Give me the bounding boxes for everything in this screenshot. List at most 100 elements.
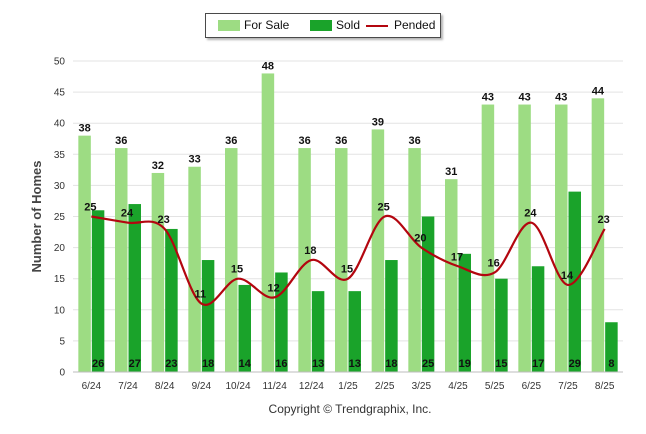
bar-for-sale [298,148,311,372]
bar-for-sale [335,148,348,372]
data-label-for-sale: 36 [225,135,237,147]
bar-sold [275,272,288,372]
data-label-sold: 14 [239,358,252,370]
data-label-sold: 23 [165,358,177,370]
bar-for-sale [518,104,531,372]
x-tick-label: 7/25 [558,381,578,392]
x-tick-label: 6/24 [82,381,102,392]
data-label-for-sale: 38 [78,123,90,135]
bar-for-sale [225,148,238,372]
x-tick-label: 6/25 [522,381,542,392]
data-label-pended: 12 [268,282,280,294]
data-label-pended: 23 [158,214,170,226]
data-label-sold: 27 [129,358,141,370]
x-tick-label: 12/24 [299,381,324,392]
y-tick-label: 25 [54,212,66,223]
data-label-pended: 15 [231,264,243,276]
data-label-pended: 11 [195,289,207,301]
data-label-sold: 15 [495,358,507,370]
data-label-for-sale: 48 [262,60,274,72]
data-label-for-sale: 44 [592,85,605,97]
x-tick-label: 5/25 [485,381,505,392]
data-label-sold: 13 [349,358,361,370]
data-label-for-sale: 32 [152,160,164,172]
x-tick-label: 7/24 [118,381,138,392]
x-tick-label: 2/25 [375,381,395,392]
data-label-pended: 17 [451,251,463,263]
bar-sold [238,284,251,372]
data-label-pended: 24 [524,208,537,220]
x-tick-label: 8/25 [595,381,615,392]
data-label-sold: 19 [459,358,471,370]
x-tick-label: 10/24 [225,381,250,392]
legend-swatch-pended [366,25,388,27]
bar-for-sale [78,135,91,372]
bar-for-sale [481,104,495,372]
data-label-sold: 8 [608,358,614,370]
data-label-for-sale: 36 [298,135,310,147]
chart-legend: For Sale Sold Pended [205,13,441,38]
y-tick-label: 45 [54,88,66,99]
bar-sold [201,260,215,372]
data-label-for-sale: 43 [555,92,567,104]
bar-for-sale [555,104,568,372]
data-label-sold: 25 [422,358,434,370]
x-tick-label: 1/25 [338,381,358,392]
y-tick-label: 5 [59,336,65,347]
legend-label-for-sale: For Sale [244,18,290,32]
bar-for-sale [151,172,165,372]
legend-swatch-sold [310,20,332,31]
data-label-sold: 17 [532,358,544,370]
x-tick-label: 11/24 [263,381,288,392]
x-tick-label: 4/25 [448,381,468,392]
data-label-sold: 26 [92,358,104,370]
y-tick-label: 35 [54,150,66,161]
y-tick-label: 10 [54,305,66,316]
data-label-for-sale: 39 [372,116,384,128]
bar-sold [311,291,325,372]
data-label-pended: 16 [488,257,500,269]
data-label-for-sale: 36 [408,135,420,147]
y-tick-label: 50 [54,57,66,68]
bar-sold [495,278,508,372]
data-label-pended: 14 [561,270,574,282]
data-label-pended: 15 [341,264,353,276]
data-label-sold: 13 [312,358,324,370]
y-axis-title: Number of Homes [29,161,44,273]
bar-for-sale [261,73,275,372]
data-label-pended: 20 [414,233,426,245]
bar-sold [605,322,618,372]
bar-sold [128,204,141,372]
bar-sold [165,228,178,372]
line-pended [91,214,606,306]
y-tick-label: 15 [54,274,66,285]
x-tick-label: 3/25 [412,381,432,392]
y-tick-label: 40 [54,119,66,130]
bar-for-sale [115,148,128,372]
y-tick-label: 20 [54,243,66,254]
data-label-for-sale: 31 [445,166,457,178]
data-label-for-sale: 33 [188,154,200,166]
legend-label-sold: Sold [336,18,361,32]
y-tick-label: 0 [59,368,65,379]
data-label-for-sale: 36 [335,135,347,147]
data-label-pended: 18 [304,245,316,257]
bar-for-sale [445,179,458,372]
legend-label-pended: Pended [394,18,436,32]
bar-sold [531,266,545,372]
data-label-sold: 18 [202,358,214,370]
bar-sold [458,253,471,372]
bar-for-sale [188,166,201,372]
bar-for-sale [408,148,421,372]
y-tick-label: 30 [54,181,66,192]
bar-sold [91,210,105,372]
data-label-sold: 18 [385,358,397,370]
data-label-for-sale: 36 [115,135,127,147]
data-label-pended: 25 [378,202,390,214]
legend-swatch-for-sale [218,20,240,31]
bar-for-sale [371,129,385,372]
bar-sold [348,291,361,372]
data-label-pended: 25 [84,202,96,214]
